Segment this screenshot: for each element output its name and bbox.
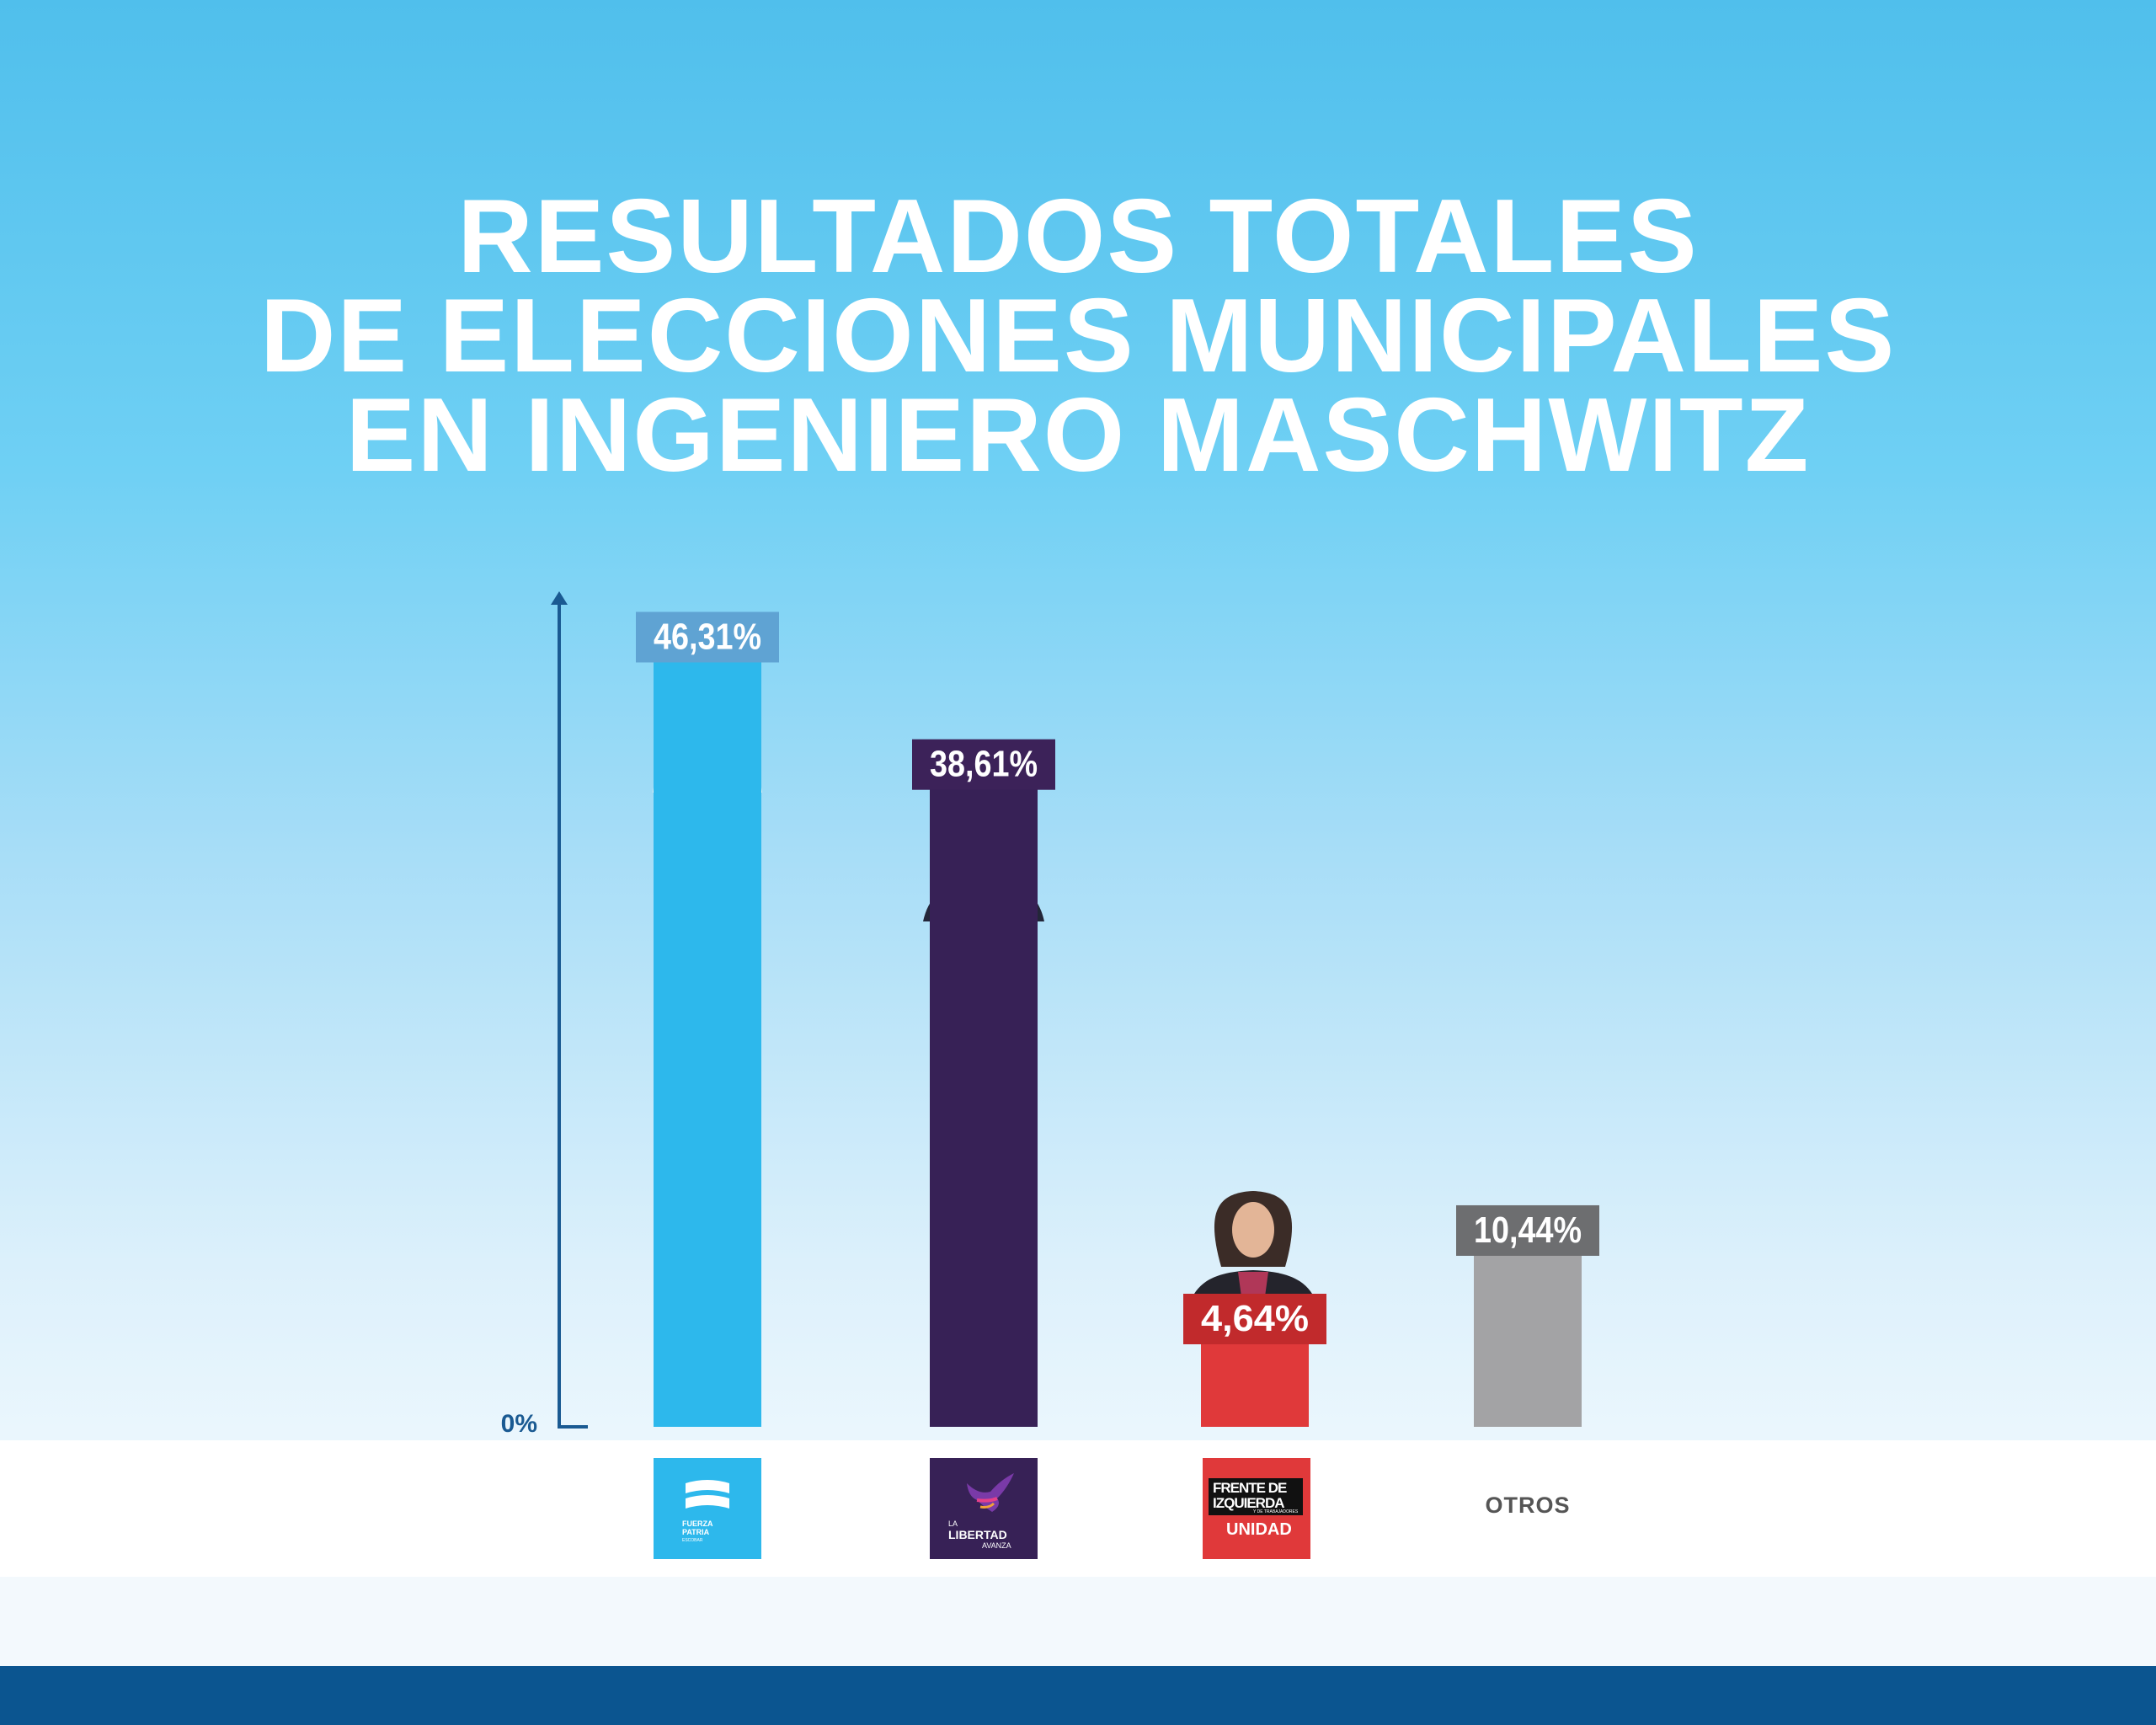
value-label-box-otros — [1456, 1204, 1599, 1256]
value-label-libertad-avanza: 38,61% — [930, 744, 1038, 785]
frente-line-2: IZQUIERDA — [1213, 1495, 1284, 1511]
fuerza-patria-logo: FUERZA PATRIA ESCOBAR — [654, 1458, 761, 1559]
title-line-2: DE ELECCIONES MUNICIPALES — [259, 278, 1897, 394]
chart-title: RESULTADOS TOTALES DE ELECCIONES MUNICIP… — [0, 179, 2156, 494]
value-label-box-fuerza-patria — [636, 611, 779, 663]
legend-strip — [0, 1440, 2156, 1577]
fuerza-patria-line-2: PATRIA — [682, 1528, 710, 1536]
bars-group: 46,31% 38,61% 4,64% 10,44% — [636, 611, 1599, 1427]
candidate-avatar-3 — [1187, 1191, 1319, 1309]
y-axis-arrow — [551, 591, 568, 605]
frente-line-3: Y DE TRABAJADORES — [1253, 1509, 1299, 1514]
footer-bar — [0, 1666, 2156, 1725]
title-line-1: RESULTADOS TOTALES — [457, 179, 1699, 295]
libertad-line-3: AVANZA — [982, 1541, 1011, 1550]
value-label-frente-izquierda: 4,64% — [1201, 1298, 1309, 1339]
libertad-line-1: LA — [948, 1519, 958, 1528]
frente-izquierda-logo: FRENTE DE IZQUIERDA Y DE TRABAJADORES UN… — [1203, 1458, 1310, 1559]
bar-chart: 0% 46,31% 38,61% 4,64% 10,44% — [501, 591, 1599, 1438]
value-label-box-libertad-avanza — [912, 739, 1055, 790]
libertad-line-2: LIBERTAD — [948, 1528, 1007, 1541]
y-axis: 0% — [501, 591, 588, 1438]
frente-line-4: UNIDAD — [1226, 1520, 1292, 1539]
bar-fuerza-patria — [654, 660, 761, 1427]
fuerza-patria-line-3: ESCOBAR — [682, 1538, 703, 1543]
lower-band — [0, 1577, 2156, 1666]
title-line-3: EN INGENIERO MASCHWITZ — [345, 377, 1811, 494]
flag-stripes-icon — [686, 1480, 729, 1509]
bar-libertad-avanza — [930, 788, 1038, 1427]
value-label-fuerza-patria: 46,31% — [654, 616, 761, 657]
la-libertad-avanza-logo: LA LIBERTAD AVANZA — [930, 1458, 1038, 1559]
frente-line-1: FRENTE DE — [1213, 1480, 1287, 1496]
eagle-icon — [967, 1473, 1014, 1512]
y-axis-zero-label: 0% — [501, 1410, 537, 1438]
bar-otros — [1474, 1253, 1582, 1427]
otros-legend-label: OTROS — [1485, 1493, 1571, 1518]
fuerza-patria-line-1: FUERZA — [682, 1519, 713, 1528]
frente-izquierda-black-box — [1209, 1478, 1303, 1515]
bar-frente-izquierda — [1201, 1343, 1309, 1427]
value-label-otros: 10,44% — [1474, 1210, 1582, 1251]
value-label-box-frente-izquierda — [1183, 1294, 1326, 1344]
